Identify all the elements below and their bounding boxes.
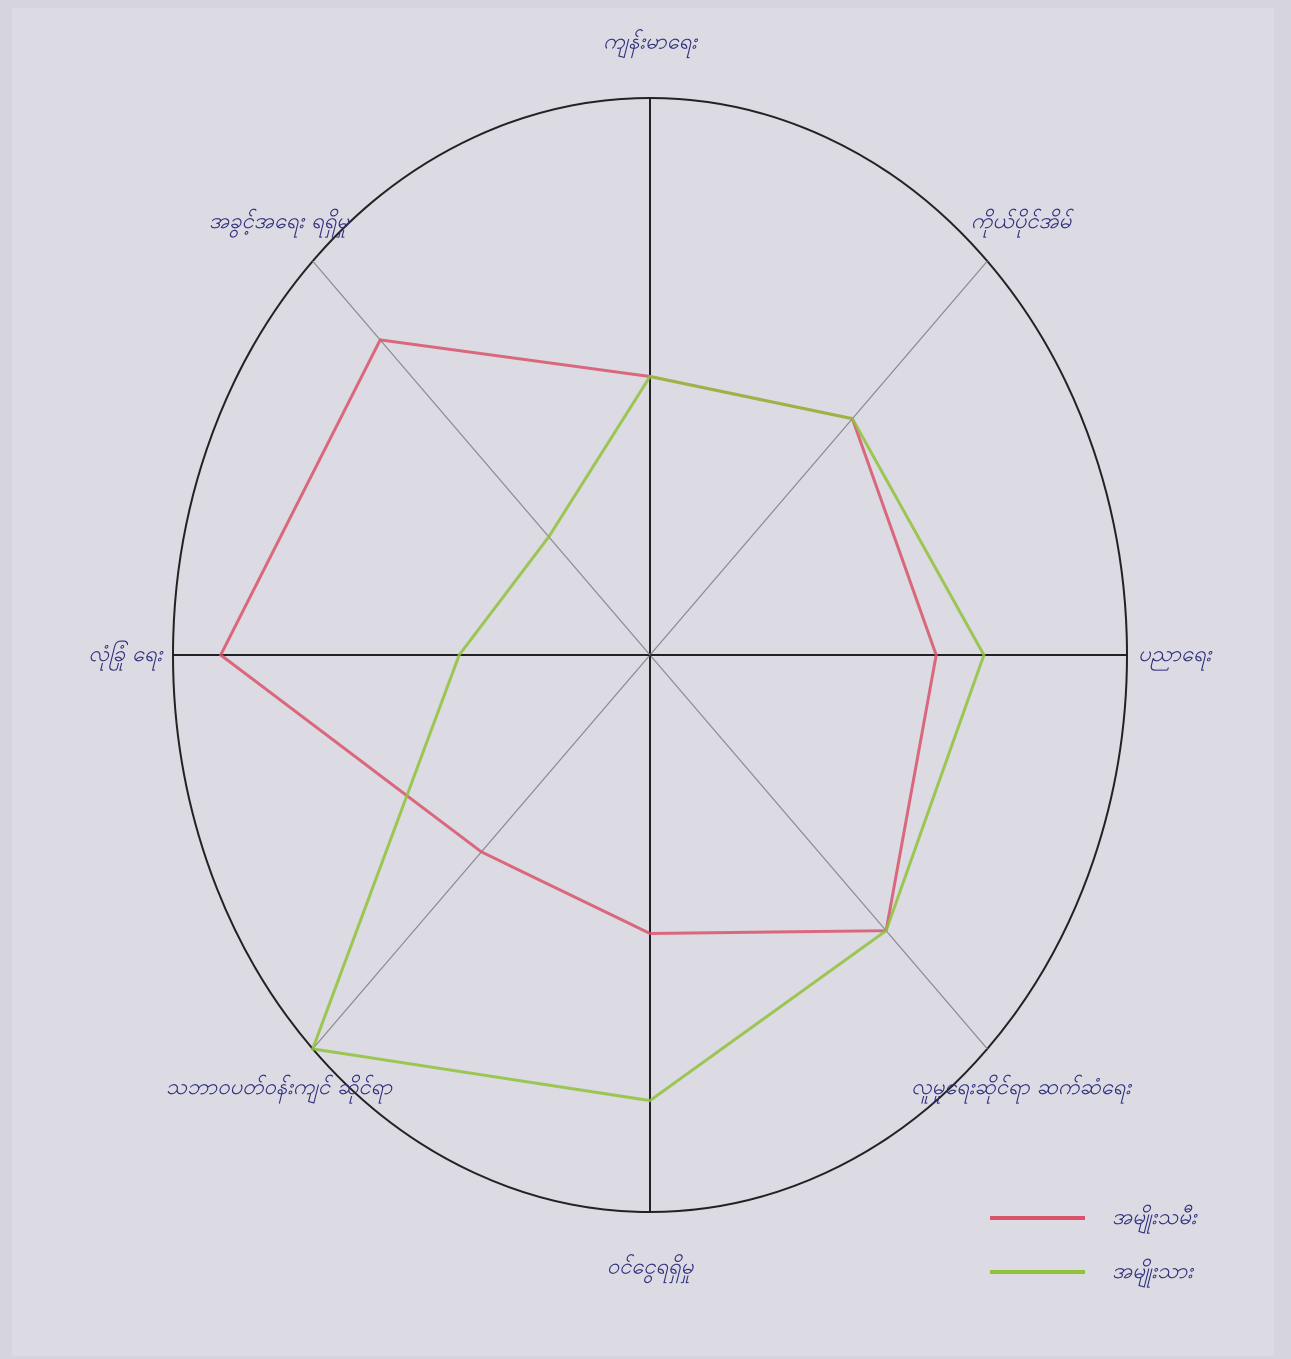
legend-label: အမျိုးသမီး bbox=[1112, 1204, 1198, 1234]
category-label: ဝင်ငွေရရှိမှု bbox=[607, 1254, 695, 1284]
category-label: လူမှုရေးဆိုင်ရာ ဆက်ဆံရေး bbox=[911, 1074, 1132, 1104]
category-label: ကိုယ်ပိုင်အိမ် bbox=[971, 208, 1074, 238]
sheet bbox=[12, 8, 1274, 1356]
page: ကျန်းမာရေးကိုယ်ပိုင်အိမ်ပညာရေးလူမှုရေးဆိ… bbox=[0, 0, 1291, 1359]
category-label: သဘာဝပတ်ဝန်းကျင် ဆိုင်ရာ bbox=[166, 1074, 393, 1104]
category-label: အခွင့်အရေး ရရှိမှု bbox=[209, 208, 350, 238]
legend-label: အမျိုးသား bbox=[1112, 1258, 1194, 1288]
category-label: လုံခြုံ ရေး bbox=[88, 640, 163, 671]
category-label: ကျန်းမာရေး bbox=[603, 28, 698, 58]
chart: ကျန်းမာရေးကိုယ်ပိုင်အိမ်ပညာရေးလူမှုရေးဆိ… bbox=[0, 0, 1291, 1359]
category-label: ပညာရေး bbox=[1138, 642, 1212, 671]
